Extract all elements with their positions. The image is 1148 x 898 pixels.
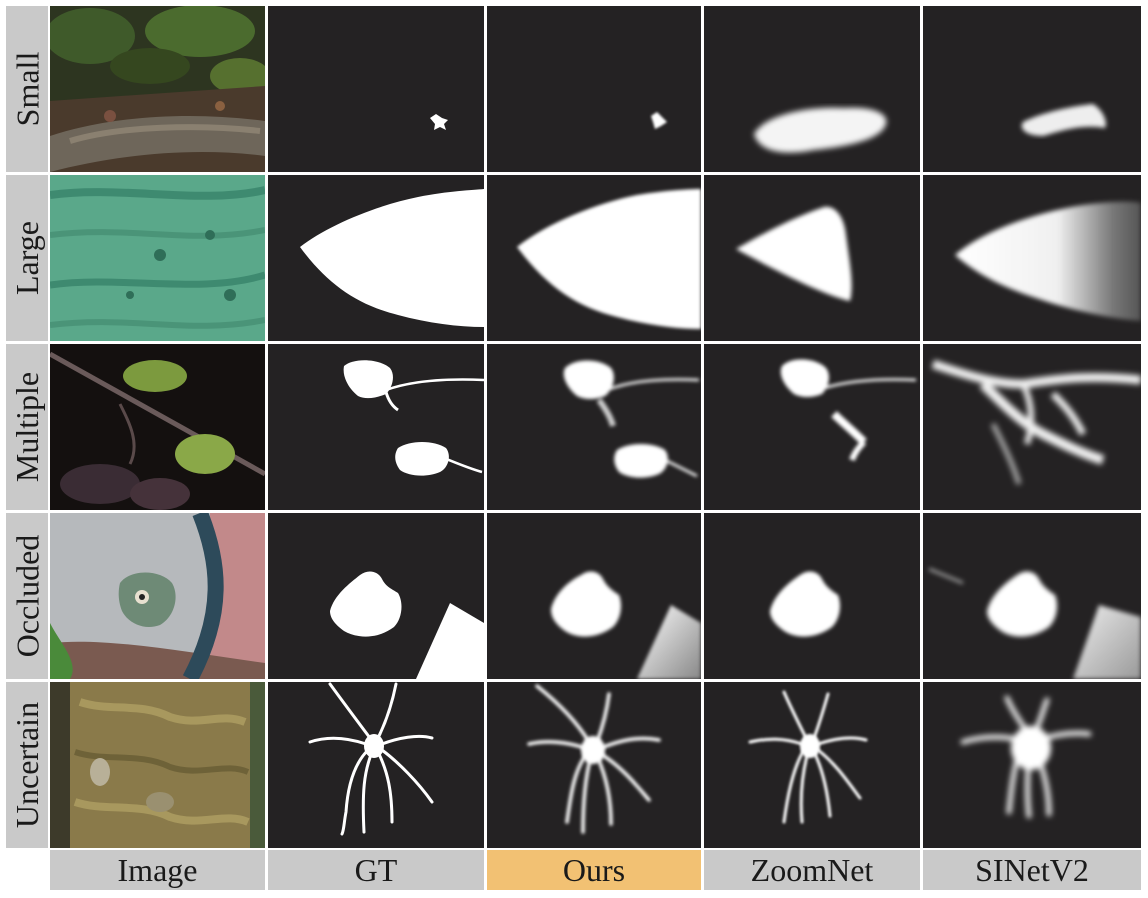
gt-large bbox=[268, 175, 484, 341]
row-label-large: Large bbox=[6, 175, 48, 341]
column-label-zoomnet: ZoomNet bbox=[704, 850, 920, 890]
column-label-gt: GT bbox=[268, 850, 484, 890]
zoomnet-occluded bbox=[704, 513, 920, 679]
zoomnet-multiple bbox=[704, 344, 920, 510]
column-label-sinetv2: SINetV2 bbox=[923, 850, 1141, 890]
sinetv2-occluded bbox=[923, 513, 1141, 679]
image-occluded bbox=[50, 513, 265, 679]
row-label-multiple: Multiple bbox=[6, 344, 48, 510]
sinetv2-small bbox=[923, 6, 1141, 172]
zoomnet-uncertain bbox=[704, 682, 920, 848]
gt-multiple bbox=[268, 344, 484, 510]
sinetv2-uncertain bbox=[923, 682, 1141, 848]
image-small bbox=[50, 6, 265, 172]
gt-occluded bbox=[268, 513, 484, 679]
row-label-small: Small bbox=[6, 6, 48, 172]
ours-uncertain bbox=[487, 682, 701, 848]
ours-occluded bbox=[487, 513, 701, 679]
row-label-uncertain: Uncertain bbox=[6, 682, 48, 848]
ours-small bbox=[487, 6, 701, 172]
sinetv2-multiple bbox=[923, 344, 1141, 510]
ours-multiple bbox=[487, 344, 701, 510]
image-multiple bbox=[50, 344, 265, 510]
image-uncertain bbox=[50, 682, 265, 848]
row-label-occluded: Occluded bbox=[6, 513, 48, 679]
ours-large bbox=[487, 175, 701, 341]
column-label-ours: Ours bbox=[487, 850, 701, 890]
zoomnet-large bbox=[704, 175, 920, 341]
zoomnet-small bbox=[704, 6, 920, 172]
column-label-image: Image bbox=[50, 850, 265, 890]
sinetv2-large bbox=[923, 175, 1141, 341]
gt-uncertain bbox=[268, 682, 484, 848]
gt-small bbox=[268, 6, 484, 172]
image-large bbox=[50, 175, 265, 341]
